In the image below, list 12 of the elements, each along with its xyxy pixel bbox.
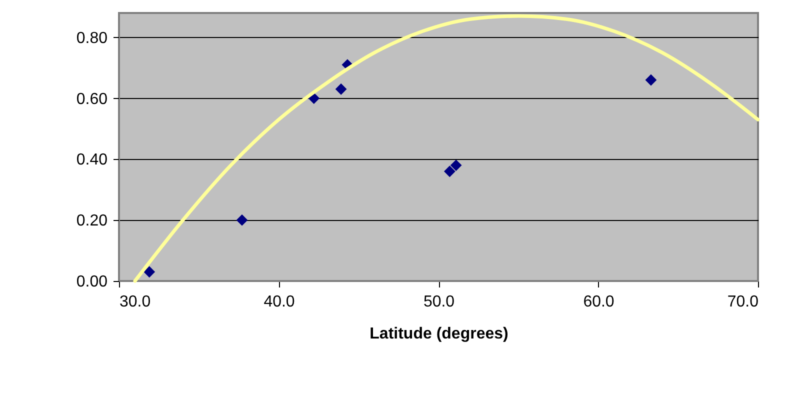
y-tick-label: 0.60 bbox=[76, 90, 108, 108]
x-tick-label: 30.0 bbox=[120, 294, 151, 310]
line-series bbox=[133, 14, 760, 283]
y-tick-label: 0.20 bbox=[76, 212, 108, 230]
y-tick-label: 0.00 bbox=[76, 274, 108, 290]
x-tick-label: 60.0 bbox=[583, 294, 614, 310]
x-tick-label: 50.0 bbox=[423, 294, 455, 310]
x-tick-label: 40.0 bbox=[264, 294, 295, 310]
x-tick-label: 70.0 bbox=[727, 294, 759, 310]
x-axis-title: Latitude (degrees) bbox=[370, 326, 508, 342]
y-tick-label: 0.80 bbox=[76, 30, 108, 47]
y-tick-label: 0.40 bbox=[76, 152, 108, 169]
